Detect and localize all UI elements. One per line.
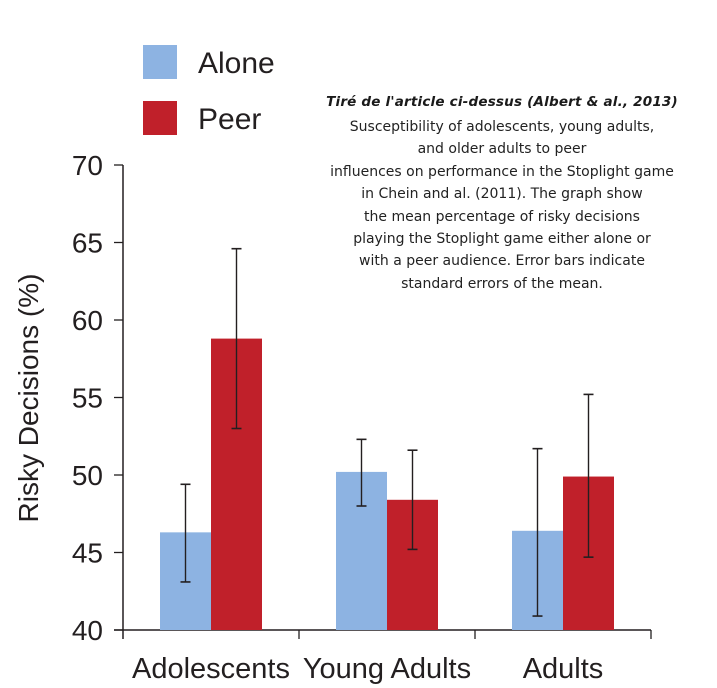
caption-body: Susceptibility of adolescents, young adu… [286, 116, 717, 295]
legend: Alone Peer [143, 45, 275, 136]
y-tick-label: 45 [72, 538, 103, 569]
caption-line: with a peer audience. Error bars indicat… [359, 253, 645, 270]
caption-line: playing the Stoplight game either alone … [353, 231, 651, 248]
caption-title: Tiré de l'article ci-dessus (Albert & al… [326, 94, 678, 110]
legend-swatch-alone [143, 45, 177, 79]
y-tick-label: 55 [72, 383, 103, 414]
y-tick-label: 65 [72, 228, 103, 259]
x-category-label: Adults [523, 653, 604, 685]
caption-line: Susceptibility of adolescents, young adu… [349, 119, 655, 135]
x-category-label: Young Adults [303, 653, 471, 685]
y-tick-label: 70 [72, 150, 103, 181]
caption-line: standard errors of the mean. [401, 275, 603, 292]
y-tick-label: 60 [72, 305, 103, 336]
legend-swatch-peer [143, 101, 177, 135]
y-tick-label: 50 [72, 460, 103, 491]
x-axis: Adolescents Young Adults Adults [114, 629, 652, 685]
bars [160, 338, 614, 630]
x-category-label: Adolescents [132, 653, 290, 685]
legend-label-peer: Peer [198, 103, 261, 136]
y-axis-label: Risky Decisions (%) [13, 274, 44, 523]
error-bars [180, 247, 594, 617]
caption-line: influences on performance in the Stoplig… [330, 163, 674, 180]
y-tick-label: 40 [72, 615, 103, 646]
caption-line: in Chein and al. (2011). The graph show [361, 186, 643, 203]
caption: Tiré de l'article ci-dessus (Albert & al… [286, 94, 717, 295]
caption-line: the mean percentage of risky decisions [364, 208, 640, 225]
caption-line: and older adults to peer [417, 141, 587, 158]
y-axis: 40 45 50 55 60 65 70 [72, 150, 124, 646]
legend-label-alone: Alone [198, 47, 275, 80]
